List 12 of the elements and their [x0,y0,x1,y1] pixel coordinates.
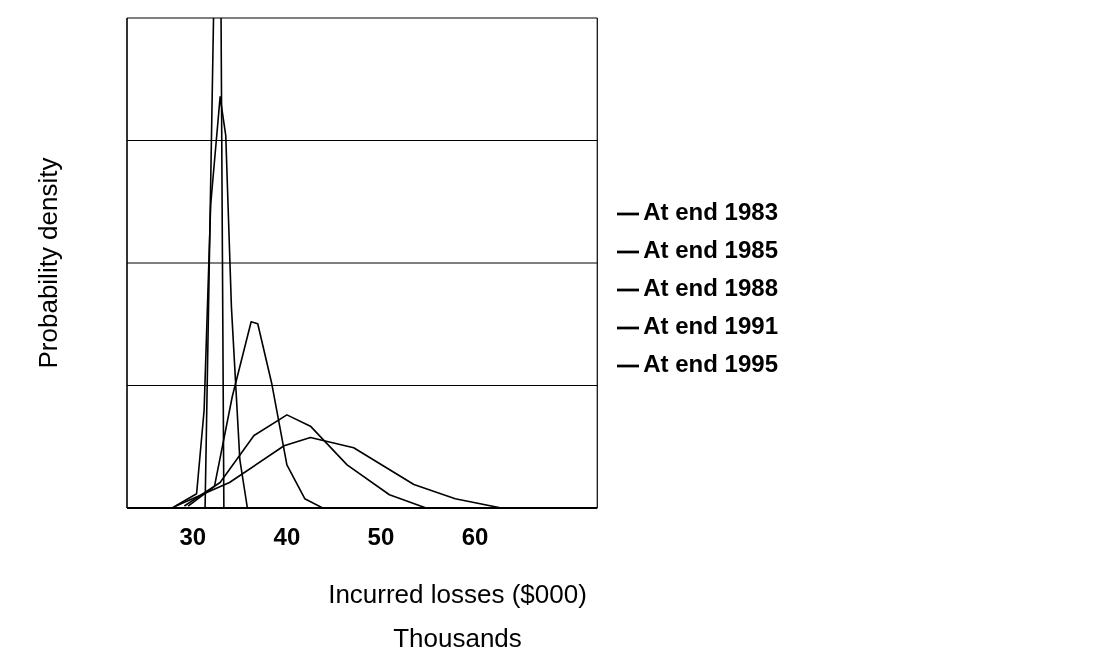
legend-label: At end 1985 [643,236,778,263]
legend-label: At end 1995 [643,350,778,377]
text: Thousands [392,622,523,655]
legend-label: At end 1991 [643,312,778,339]
y-axis-title: Probability density [32,157,64,369]
legend-label: At end 1988 [643,274,778,301]
x-tick-label: 60 [461,523,489,551]
legend-label: At end 1983 [643,198,778,225]
x-axis-title: Incurred losses ($000) [327,578,588,611]
x-tick-label: 30 [179,523,207,551]
x-tick-label: 50 [367,523,395,551]
x-tick-label: 40 [273,523,301,551]
